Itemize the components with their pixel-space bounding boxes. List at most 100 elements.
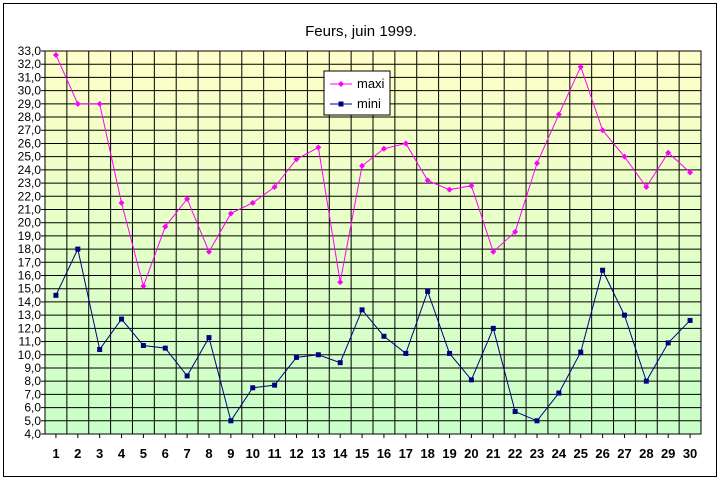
data-point bbox=[534, 418, 540, 424]
data-point bbox=[599, 127, 606, 134]
x-tick-label: 16 bbox=[377, 446, 391, 461]
y-tick-label: 19,0 bbox=[18, 229, 42, 243]
data-point bbox=[337, 279, 344, 286]
x-tick-label: 13 bbox=[311, 446, 325, 461]
data-point bbox=[293, 156, 300, 163]
x-tick-label: 23 bbox=[530, 446, 544, 461]
data-point bbox=[293, 354, 299, 360]
data-point bbox=[643, 184, 650, 191]
data-point bbox=[52, 51, 59, 58]
x-tick-label: 7 bbox=[184, 446, 191, 461]
y-tick-label: 11,0 bbox=[19, 335, 42, 349]
x-tick-label: 5 bbox=[140, 446, 147, 461]
x-tick-label: 20 bbox=[464, 446, 478, 461]
grid bbox=[44, 50, 702, 435]
x-tick-label: 12 bbox=[289, 446, 303, 461]
legend-label-maxi: maxi bbox=[357, 76, 385, 91]
data-point bbox=[359, 307, 365, 313]
data-point bbox=[425, 288, 431, 294]
data-point bbox=[359, 162, 366, 169]
y-tick-label: 15,0 bbox=[18, 282, 42, 296]
data-point bbox=[446, 186, 453, 193]
data-point bbox=[621, 312, 627, 318]
legend-label-mini: mini bbox=[357, 96, 381, 111]
data-point bbox=[140, 343, 146, 349]
legend: maxi mini bbox=[323, 70, 391, 116]
y-tick-label: 13,0 bbox=[18, 308, 42, 322]
x-tick-label: 22 bbox=[508, 446, 522, 461]
y-tick-label: 24,0 bbox=[18, 163, 42, 177]
data-point bbox=[578, 349, 584, 355]
chart-frame: Feurs, juin 1999. 4,0 5,0 6,0 7,0 8,0 9,0 10,0… bbox=[3, 3, 717, 477]
chart-title: Feurs, juin 1999. bbox=[305, 23, 417, 40]
data-point bbox=[97, 346, 103, 352]
data-point bbox=[468, 377, 474, 383]
data-point bbox=[250, 385, 256, 391]
y-tick-label: 4,0 bbox=[24, 427, 41, 441]
data-point bbox=[272, 382, 278, 388]
data-point bbox=[140, 283, 147, 290]
data-point bbox=[555, 111, 562, 118]
x-tick-label: 27 bbox=[617, 446, 631, 461]
data-point bbox=[118, 199, 125, 206]
x-tick-label: 30 bbox=[683, 446, 697, 461]
y-tick-label: 31,0 bbox=[18, 70, 42, 84]
data-point bbox=[490, 248, 497, 255]
x-axis-ticks: 1 2 3 4 5 6 7 8 9 10 11 12 13 14 15 16 17 18 19 20 21 22 23 24 2… bbox=[52, 434, 697, 461]
x-tick-label: 14 bbox=[333, 446, 348, 461]
data-point bbox=[468, 182, 475, 189]
data-point bbox=[381, 333, 387, 339]
data-point bbox=[315, 352, 321, 358]
x-tick-label: 21 bbox=[486, 446, 500, 461]
x-tick-label: 2 bbox=[74, 446, 81, 461]
series-layer bbox=[52, 51, 694, 424]
x-tick-label: 10 bbox=[245, 446, 259, 461]
data-point bbox=[687, 317, 693, 323]
data-point bbox=[577, 63, 584, 70]
data-point bbox=[227, 210, 234, 217]
data-point bbox=[271, 184, 278, 191]
data-point bbox=[512, 228, 519, 235]
data-point bbox=[206, 248, 212, 255]
data-point bbox=[490, 325, 496, 331]
data-point bbox=[119, 316, 125, 322]
y-tick-label: 33,0 bbox=[18, 44, 42, 58]
y-tick-label: 28,0 bbox=[18, 110, 42, 124]
legend-box bbox=[323, 70, 391, 116]
data-point bbox=[665, 340, 671, 346]
y-tick-label: 23,0 bbox=[18, 176, 42, 190]
data-point bbox=[162, 345, 168, 351]
y-tick-label: 22,0 bbox=[18, 189, 42, 203]
x-tick-label: 17 bbox=[399, 446, 413, 461]
y-tick-label: 26,0 bbox=[18, 136, 42, 150]
x-tick-label: 6 bbox=[162, 446, 169, 461]
x-tick-label: 3 bbox=[96, 446, 103, 461]
data-point bbox=[184, 373, 190, 379]
data-point bbox=[556, 390, 562, 396]
series-mini bbox=[53, 246, 693, 424]
y-tick-label: 25,0 bbox=[18, 150, 42, 164]
data-point bbox=[534, 160, 540, 167]
x-tick-label: 15 bbox=[355, 446, 369, 461]
y-tick-label: 10,0 bbox=[18, 348, 42, 362]
y-axis-ticks: 4,05,06,07,08,09,010,011,012,013,014,015… bbox=[18, 44, 45, 441]
x-tick-label: 25 bbox=[573, 446, 587, 461]
data-point bbox=[75, 246, 81, 252]
data-point bbox=[600, 267, 606, 273]
series-line-maxi bbox=[55, 54, 691, 288]
data-point bbox=[74, 100, 81, 107]
data-point bbox=[53, 292, 59, 298]
data-point bbox=[315, 144, 322, 151]
y-tick-label: 8,0 bbox=[24, 374, 41, 388]
y-tick-label: 12,0 bbox=[18, 321, 42, 335]
y-tick-label: 18,0 bbox=[18, 242, 42, 256]
x-tick-label: 8 bbox=[205, 446, 212, 461]
data-point bbox=[665, 149, 672, 156]
y-tick-label: 29,0 bbox=[18, 97, 42, 111]
x-tick-label: 18 bbox=[420, 446, 434, 461]
x-tick-label: 1 bbox=[52, 446, 59, 461]
x-tick-label: 28 bbox=[639, 446, 653, 461]
data-point bbox=[228, 418, 234, 424]
data-point bbox=[424, 177, 431, 184]
x-tick-label: 9 bbox=[227, 446, 234, 461]
